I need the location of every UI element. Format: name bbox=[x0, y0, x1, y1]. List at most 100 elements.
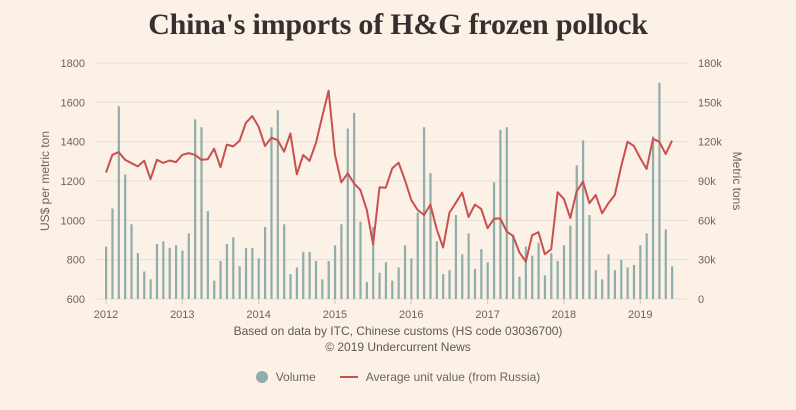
volume-bar bbox=[162, 241, 165, 299]
volume-bar bbox=[257, 258, 260, 299]
volume-bar bbox=[454, 215, 457, 299]
volume-bar bbox=[403, 245, 407, 299]
volume-bar bbox=[283, 224, 286, 299]
volume-bar bbox=[594, 270, 597, 299]
volume-bar bbox=[372, 226, 375, 299]
volume-bar bbox=[302, 251, 305, 299]
price-line bbox=[105, 89, 673, 263]
volume-bar bbox=[671, 266, 674, 299]
volume-bar bbox=[149, 279, 152, 299]
left-tick-label: 1400 bbox=[61, 137, 85, 149]
x-tick-label: 2016 bbox=[399, 309, 423, 321]
volume-bar bbox=[143, 271, 146, 299]
volume-bar bbox=[200, 127, 203, 299]
volume-bar bbox=[289, 274, 292, 299]
volume-bar bbox=[340, 224, 343, 299]
volume-bar bbox=[225, 243, 229, 299]
volume-bar bbox=[187, 233, 190, 299]
volume-bar bbox=[537, 242, 540, 299]
volume-bar bbox=[136, 253, 139, 299]
right-tick-label: 120k bbox=[698, 137, 722, 149]
legend-item-volume[interactable]: Volume bbox=[255, 370, 316, 384]
right-axis-ticks: 0 30k 60k 90k 120k 150k 180k bbox=[698, 58, 722, 306]
volume-bar bbox=[429, 173, 432, 299]
volume-bar bbox=[321, 279, 324, 299]
volume-bar bbox=[206, 211, 209, 299]
volume-bar bbox=[117, 106, 120, 300]
volume-bar bbox=[492, 182, 496, 299]
volume-bar bbox=[543, 275, 547, 299]
volume-bar bbox=[333, 245, 337, 299]
left-tick-label: 1600 bbox=[61, 97, 85, 109]
right-tick-label: 60k bbox=[698, 215, 716, 227]
legend-item-unit-value[interactable]: Average unit value (from Russia) bbox=[339, 370, 541, 384]
volume-bar bbox=[442, 274, 445, 299]
volume-bar bbox=[378, 272, 381, 299]
left-tick-label: 1800 bbox=[61, 58, 85, 70]
x-tick-label: 2014 bbox=[246, 309, 270, 321]
volume-bar bbox=[569, 225, 572, 299]
volume-bar bbox=[174, 245, 178, 299]
volume-bar bbox=[276, 110, 279, 299]
volume-bar bbox=[575, 165, 578, 299]
right-tick-label: 0 bbox=[698, 294, 704, 306]
volume-bar bbox=[251, 247, 254, 299]
legend-label-volume: Volume bbox=[275, 370, 316, 384]
volume-bar bbox=[327, 260, 330, 299]
volume-bar bbox=[194, 119, 197, 299]
volume-bar bbox=[562, 245, 566, 299]
left-axis-title: US$ per metric ton bbox=[38, 131, 52, 231]
x-tick-label: 2015 bbox=[323, 309, 347, 321]
volume-bar bbox=[531, 255, 534, 299]
left-tick-label: 800 bbox=[67, 255, 85, 267]
volume-bar bbox=[391, 280, 394, 299]
volume-bar bbox=[397, 267, 400, 299]
x-tick-label: 2013 bbox=[170, 309, 194, 321]
left-tick-label: 600 bbox=[67, 294, 85, 306]
legend-circle-icon bbox=[255, 371, 268, 383]
volume-bar bbox=[219, 260, 222, 299]
legend-line-icon bbox=[339, 376, 358, 378]
volume-bar bbox=[365, 281, 368, 299]
volume-bar bbox=[346, 128, 349, 299]
volume-bar bbox=[359, 221, 362, 299]
source-note: Based on data by ITC, Chinese customs (H… bbox=[233, 324, 563, 338]
volume-bar bbox=[168, 247, 171, 299]
volume-bar bbox=[632, 264, 636, 299]
right-tick-label: 180k bbox=[698, 58, 722, 70]
volume-bar bbox=[130, 224, 133, 299]
volume-bar bbox=[270, 127, 273, 299]
volume-bar bbox=[111, 208, 114, 299]
volume-bar bbox=[410, 258, 413, 299]
volume-bar bbox=[524, 246, 527, 299]
volume-bar bbox=[232, 237, 235, 299]
volume-bar bbox=[620, 259, 623, 299]
legend-label-unit-value: Average unit value (from Russia) bbox=[365, 370, 541, 384]
volume-bar bbox=[124, 174, 127, 299]
legend: Volume Average unit value (from Russia) bbox=[0, 370, 796, 384]
chart-title: China's imports of H&G frozen pollock bbox=[148, 8, 648, 41]
x-tick-label: 2017 bbox=[475, 309, 499, 321]
volume-bar bbox=[435, 241, 438, 299]
volume-bar bbox=[461, 254, 464, 299]
x-axis-ticks: 2012 2013 2014 2015 2016 2017 2018 2019 bbox=[94, 299, 652, 321]
volume-bar bbox=[651, 136, 655, 299]
right-axis-title: Metric tons bbox=[730, 152, 744, 211]
volume-bar bbox=[639, 245, 642, 299]
volume-bar bbox=[473, 268, 477, 299]
volume-bar bbox=[607, 254, 610, 299]
x-tick-label: 2012 bbox=[94, 309, 118, 321]
volume-bar bbox=[181, 250, 184, 299]
volume-bar bbox=[601, 279, 604, 299]
volume-bar bbox=[384, 262, 388, 299]
volume-bar bbox=[664, 229, 667, 299]
volume-bar bbox=[264, 226, 267, 299]
volume-bar bbox=[155, 243, 159, 299]
volume-bar bbox=[314, 260, 318, 299]
volume-bar bbox=[645, 233, 648, 299]
volume-bar bbox=[480, 249, 483, 299]
volume-bar bbox=[658, 82, 661, 300]
gridlines bbox=[95, 62, 688, 300]
volume-bar bbox=[518, 276, 521, 299]
x-tick-label: 2018 bbox=[552, 309, 576, 321]
